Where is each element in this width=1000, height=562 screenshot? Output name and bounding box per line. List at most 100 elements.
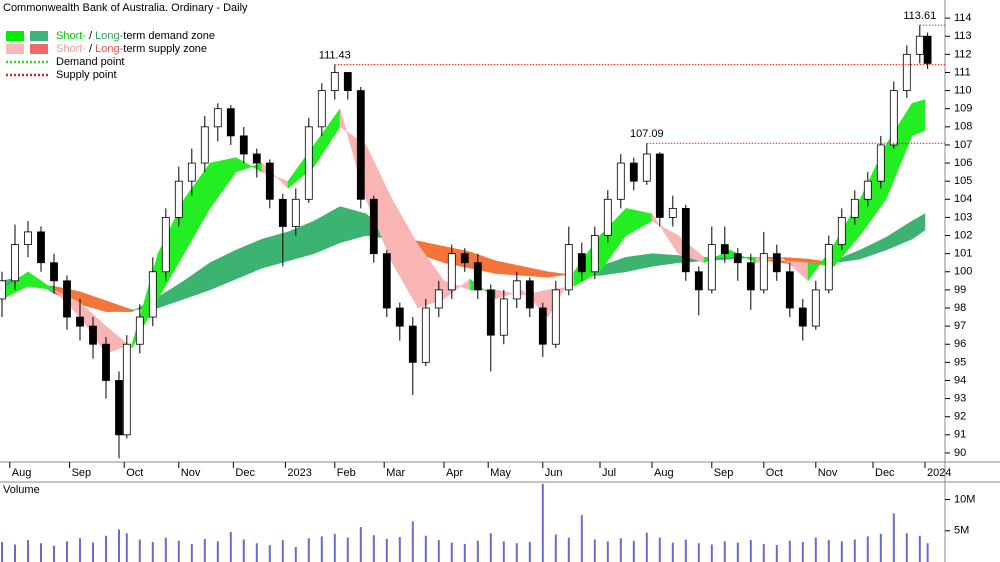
candle-body <box>889 90 898 146</box>
candle-body <box>239 135 248 155</box>
y-tick-label: 112 <box>954 48 972 60</box>
candle-body <box>11 244 19 282</box>
volume-bar <box>926 543 929 562</box>
candle-body <box>50 262 58 282</box>
candle-body <box>460 253 469 264</box>
volume-bar <box>424 535 427 562</box>
y-tick-label: 110 <box>954 84 972 96</box>
candle-body <box>551 289 560 345</box>
candle-body <box>161 217 170 273</box>
candle-body <box>369 198 378 255</box>
volume-bar <box>14 544 16 562</box>
volume-bar <box>775 545 778 562</box>
volume-bar <box>697 543 700 562</box>
candle-body <box>590 235 599 273</box>
candle-body <box>616 162 625 200</box>
volume-bar <box>684 539 687 562</box>
y-tick-label: 95 <box>954 356 966 368</box>
candle-body <box>720 244 729 255</box>
volume-bar <box>645 532 648 562</box>
x-tick-label: Sep <box>714 467 734 479</box>
volume-bar <box>1 542 3 562</box>
candle-body <box>655 153 664 218</box>
legend-text: Supply point <box>56 69 117 81</box>
volume-bar <box>190 543 193 562</box>
volume-bar <box>66 541 68 562</box>
candle-body <box>434 289 443 309</box>
x-tick-label: Jul <box>602 467 616 479</box>
x-tick-label: Mar <box>386 467 405 479</box>
y-tick-label: 90 <box>954 447 966 459</box>
candle-body <box>694 271 703 291</box>
volume-bar <box>541 483 544 562</box>
volume-bar <box>229 532 232 562</box>
candle-body <box>577 253 586 273</box>
volume-bar <box>385 538 388 562</box>
x-tick-label: Nov <box>181 467 201 479</box>
legend-text: Short- <box>56 43 86 55</box>
volume-bar <box>463 543 466 562</box>
legend-swatch <box>30 31 48 41</box>
volume-bar <box>450 542 453 562</box>
x-tick-label: Apr <box>446 467 463 479</box>
volume-bar <box>905 533 908 562</box>
volume-bar <box>502 541 505 562</box>
candle-body <box>24 231 32 245</box>
candle-body <box>811 289 820 327</box>
volume-bar <box>105 535 107 562</box>
x-tick-label: 2023 <box>287 467 311 479</box>
volume-bar <box>411 521 414 562</box>
y-tick-label: 101 <box>954 248 972 260</box>
y-tick-label: 114 <box>954 12 972 24</box>
y-tick-label: 98 <box>954 302 966 314</box>
volume-label: Volume <box>3 484 40 496</box>
legend-text: Long- <box>95 43 123 55</box>
volume-bar <box>866 536 869 562</box>
volume-bar <box>79 538 81 562</box>
candle-body <box>772 253 781 273</box>
candle-body <box>863 180 872 200</box>
candle-body <box>187 162 196 182</box>
volume-bar <box>593 539 596 562</box>
candle-body <box>902 53 911 91</box>
candle-body <box>356 90 365 200</box>
y-tick-label: 92 <box>954 411 966 423</box>
candle-body <box>421 307 430 363</box>
candle-body <box>603 198 612 236</box>
volume-bar <box>255 543 258 562</box>
volume-bar <box>346 537 349 562</box>
volume-bar <box>398 537 401 562</box>
legend-swatch <box>6 31 24 41</box>
candle-body <box>512 280 521 300</box>
y-tick-label: 96 <box>954 338 966 350</box>
y-tick-label: 104 <box>954 193 972 205</box>
x-tick-label: Aug <box>654 467 674 479</box>
volume-bar <box>879 533 882 562</box>
candle-body <box>174 180 183 218</box>
zone-segment <box>911 213 926 240</box>
volume-bar <box>27 540 29 562</box>
candle-body <box>63 280 71 318</box>
volume-bar <box>359 527 362 562</box>
x-tick-label: Oct <box>126 467 143 479</box>
x-tick-label: Dec <box>235 467 255 479</box>
volume-bar <box>853 539 856 562</box>
volume-bar <box>437 540 440 562</box>
y-tick-label: 106 <box>954 157 972 169</box>
candle-body <box>681 207 690 273</box>
candle-body <box>668 207 677 218</box>
candle-body <box>824 244 833 291</box>
volume-bar <box>489 533 492 562</box>
candle-body <box>915 35 924 55</box>
legend-text: Long- <box>95 30 123 42</box>
candle-body <box>213 108 222 128</box>
legend-text: / <box>86 43 95 55</box>
y-tick-label: 111 <box>954 66 971 78</box>
y-tick-label: 113 <box>954 30 972 42</box>
volume-bar <box>242 539 245 562</box>
candle-body <box>473 262 482 291</box>
candle-body <box>798 307 807 327</box>
legend-label: Supply point <box>56 69 117 81</box>
point-label: 113.61 <box>903 10 936 22</box>
candle-body <box>837 217 846 245</box>
